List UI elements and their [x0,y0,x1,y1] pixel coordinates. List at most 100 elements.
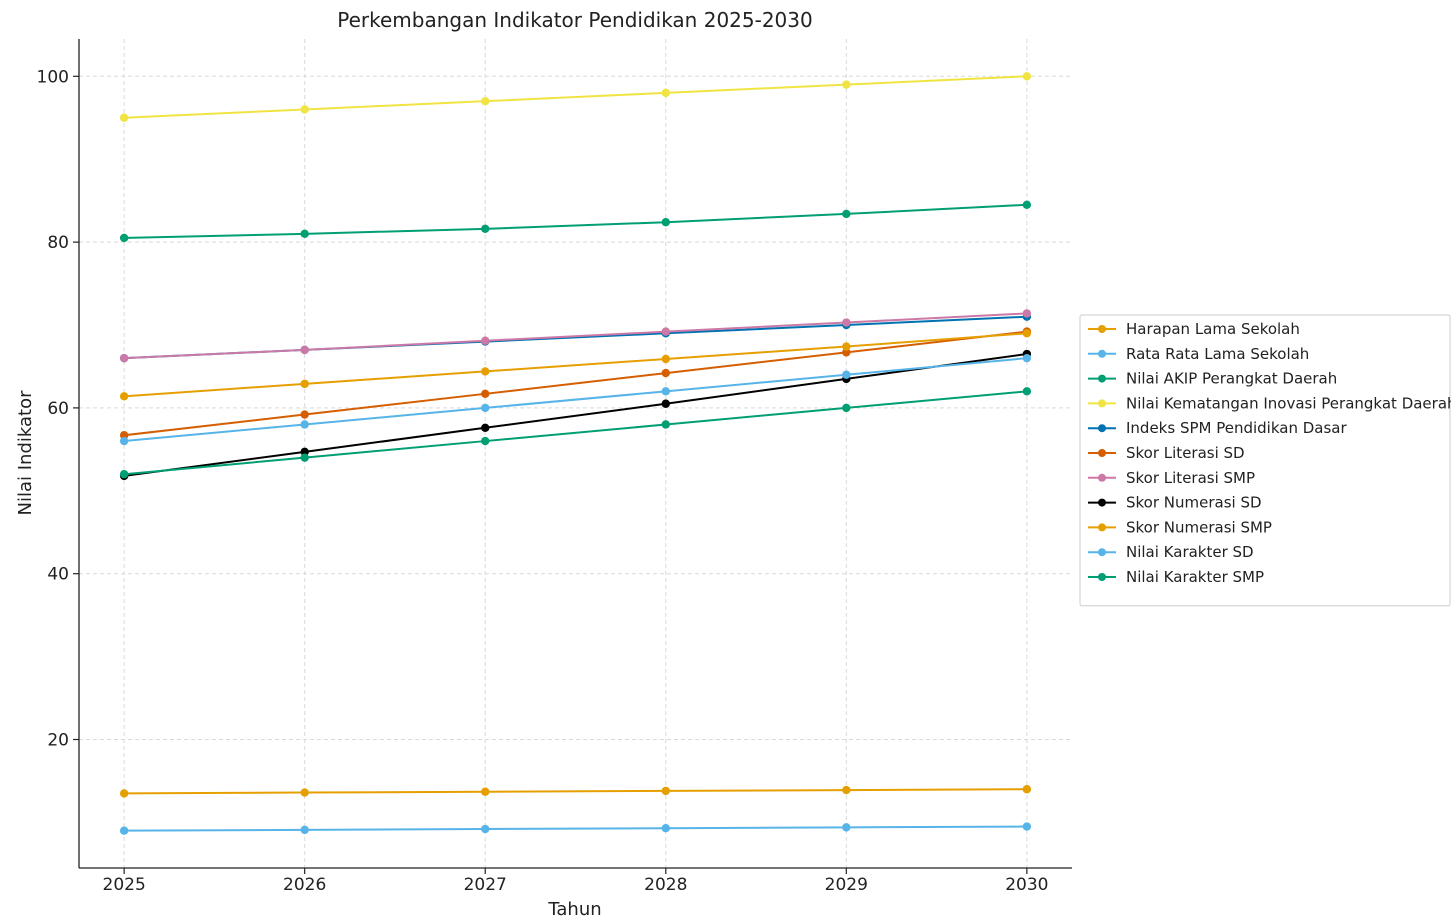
series-line [124,353,1028,477]
data-point [661,368,670,378]
data-point [481,403,490,413]
data-point [119,436,129,446]
legend-item: Skor Numerasi SD [1088,494,1262,512]
data-point [661,387,670,396]
data-point [1022,309,1032,318]
data-point [119,113,129,122]
data-point [661,88,670,98]
data-point [481,389,490,399]
data-point [300,410,309,419]
y-tick-label: 80 [47,233,69,253]
data-point [842,785,851,795]
series-line [124,330,1027,437]
data-point [842,342,851,351]
legend-label: Skor Numerasi SMP [1126,518,1272,536]
series-line [124,75,1027,119]
data-point [842,823,851,832]
data-point [842,318,851,327]
data-point [661,786,670,796]
data-point [300,229,309,239]
data-point [300,788,309,797]
series-line [124,390,1027,476]
y-tick-label: 20 [47,731,69,751]
data-point [1022,785,1032,794]
series-line [124,788,1027,795]
data-point [1022,387,1032,396]
data-point [661,327,670,336]
data-point [661,420,670,429]
data-point [481,367,490,376]
legend-label: Harapan Lama Sekolah [1126,320,1300,338]
series-10 [119,353,1032,446]
data-point [119,353,129,363]
data-point [842,209,851,219]
series-6 [119,327,1032,440]
legend-item: Nilai Kematangan Inovasi Perangkat Daera… [1088,394,1451,412]
series-7 [119,309,1032,363]
x-tick-label: 2029 [825,875,868,895]
legend-label: Skor Numerasi SD [1126,494,1262,512]
x-tick-label: 2027 [464,875,507,895]
legend-marker [1098,573,1106,581]
legend-marker [1098,374,1106,383]
data-point [842,370,851,379]
series-1 [119,785,1032,798]
data-point [1022,200,1032,209]
data-point [119,392,129,401]
legend-marker [1098,449,1106,457]
legend-marker [1098,523,1106,532]
legend-label: Skor Literasi SD [1126,444,1245,462]
data-point [481,96,490,106]
series-line [124,203,1027,239]
data-point [842,80,851,89]
x-tick-label: 2026 [283,875,326,895]
grid [79,39,1072,868]
y-axis-title: Nilai Indikator [15,390,36,516]
legend-marker [1098,473,1106,482]
legend-item: Harapan Lama Sekolah [1088,320,1300,338]
data-point [119,233,129,243]
data-point [661,824,670,833]
series-9 [119,329,1032,401]
data-point [481,787,490,796]
y-tick-label: 60 [47,399,69,419]
data-point [119,789,129,798]
data-point [661,218,670,227]
legend-label: Skor Literasi SMP [1126,469,1255,487]
data-point [842,403,851,413]
data-point [1022,822,1032,831]
data-point [300,379,309,389]
data-point [300,825,309,835]
legend-box [1079,314,1451,607]
legend-marker [1098,424,1106,433]
legend-item: Skor Numerasi SMP [1088,518,1272,536]
series-line [124,357,1027,443]
data-point [119,826,129,835]
data-point [481,423,490,433]
chart-title: Perkembangan Indikator Pendidikan 2025-2… [337,8,812,32]
data-point [300,453,309,462]
data-point [661,399,670,408]
data-point [300,447,309,457]
x-tick-label: 2030 [1005,875,1048,895]
data-point [119,470,129,479]
series-layer [119,72,1032,835]
series-11 [119,387,1032,479]
x-tick-label: 2025 [103,875,146,895]
legend-item: Rata Rata Lama Sekolah [1088,345,1309,363]
data-point [119,431,129,440]
legend-item: Skor Literasi SD [1088,444,1245,462]
data-point [481,824,490,834]
data-point [300,420,309,429]
data-point [300,345,309,355]
series-3 [119,200,1032,243]
legend-label: Nilai Karakter SMP [1126,568,1264,586]
x-tick-label: 2028 [644,875,687,895]
x-axis-title: Tahun [547,899,601,920]
legend-marker [1098,325,1106,333]
data-point [1022,329,1032,338]
data-point [661,354,670,364]
legend-marker [1098,399,1106,408]
